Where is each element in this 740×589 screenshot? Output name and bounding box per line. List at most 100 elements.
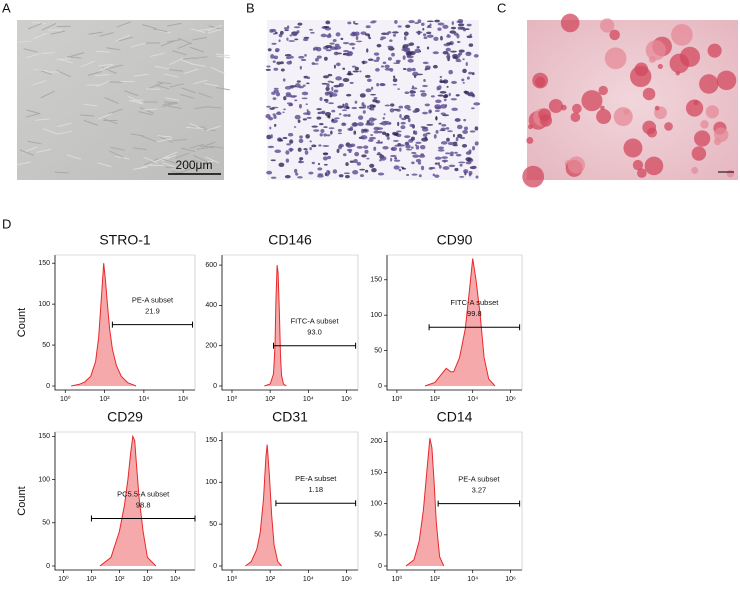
- cell: [340, 37, 344, 41]
- cell: [474, 141, 479, 146]
- cell: [403, 36, 407, 41]
- cell: [172, 50, 187, 56]
- cell: [177, 37, 193, 45]
- cell: [272, 33, 276, 35]
- cell: [474, 126, 479, 131]
- gate-name: FITC-A subset: [291, 317, 340, 326]
- cell: [368, 139, 374, 142]
- cell: [181, 87, 196, 94]
- nodule: [642, 120, 657, 135]
- cell: [463, 126, 469, 131]
- cell: [180, 57, 195, 61]
- x-tick-label: 10²: [265, 396, 276, 403]
- cell: [270, 176, 277, 179]
- cell: [430, 95, 435, 98]
- cell: [150, 52, 165, 57]
- nodule: [694, 130, 711, 147]
- cell: [466, 76, 470, 80]
- cell: [361, 102, 365, 107]
- cell: [442, 95, 448, 98]
- cell: [435, 99, 442, 104]
- cell: [411, 152, 417, 154]
- y-tick-label: 150: [205, 437, 217, 444]
- cell: [33, 68, 49, 72]
- cell: [198, 28, 213, 32]
- cell: [412, 154, 420, 158]
- cell: [402, 46, 405, 50]
- cell: [343, 172, 351, 175]
- y-tick-label: 100: [38, 476, 50, 483]
- cell: [296, 80, 301, 83]
- cell: [301, 97, 308, 100]
- cell: [358, 115, 364, 120]
- y-tick-label: 150: [370, 469, 382, 476]
- cell: [384, 104, 391, 107]
- cell: [304, 54, 307, 57]
- cell: [270, 134, 273, 139]
- cell: [383, 113, 386, 116]
- cell: [193, 79, 208, 85]
- cell: [16, 161, 32, 166]
- cell: [380, 36, 387, 40]
- cell: [282, 136, 288, 139]
- cell: [285, 150, 290, 155]
- cell: [464, 28, 470, 31]
- cell: [422, 27, 425, 31]
- cell: [322, 156, 328, 161]
- cell: [447, 141, 454, 146]
- cell: [442, 79, 449, 84]
- cell: [162, 158, 177, 165]
- texture: [522, 13, 737, 188]
- cell: [406, 174, 410, 176]
- cell: [289, 34, 293, 37]
- cell: [210, 66, 225, 75]
- cell: [328, 127, 335, 130]
- cell: [342, 67, 346, 70]
- cell: [19, 149, 35, 156]
- cell: [296, 30, 300, 34]
- cell: [390, 154, 397, 158]
- cell: [456, 41, 461, 43]
- cell: [270, 54, 275, 59]
- cell: [353, 158, 358, 164]
- cell: [331, 109, 336, 113]
- cell: [193, 56, 208, 59]
- x-tick-label: 10⁰: [392, 575, 403, 583]
- cell: [294, 38, 299, 41]
- cell: [437, 146, 445, 150]
- cell: [370, 134, 374, 136]
- x-tick-label: 10⁶: [178, 396, 189, 403]
- cell: [193, 155, 208, 163]
- cell: [191, 63, 206, 67]
- cell: [458, 52, 463, 56]
- nodule: [534, 76, 546, 88]
- gate-value: 1.18: [308, 485, 323, 494]
- nodule: [613, 107, 633, 127]
- cell: [465, 157, 472, 162]
- cell: [456, 124, 463, 130]
- cell: [362, 110, 366, 114]
- cell: [179, 58, 194, 65]
- cell: [410, 146, 414, 149]
- cell: [290, 55, 294, 59]
- nodule: [671, 24, 693, 46]
- cell: [299, 159, 302, 164]
- cell: [422, 33, 427, 37]
- cell: [177, 42, 192, 49]
- cell: [103, 118, 118, 125]
- chart-title: CD31: [272, 409, 308, 425]
- cell: [283, 108, 286, 111]
- x-tick-label: 10⁶: [505, 576, 516, 583]
- cell: [459, 163, 463, 167]
- cell: [362, 60, 365, 65]
- cell: [439, 90, 447, 94]
- cell: [286, 60, 292, 65]
- cell: [366, 48, 369, 53]
- cell: [447, 130, 453, 133]
- cell: [420, 165, 425, 171]
- cell: [289, 139, 294, 144]
- cell: [446, 85, 449, 88]
- cell: [466, 52, 472, 54]
- cell: [27, 22, 43, 30]
- cell: [271, 42, 277, 45]
